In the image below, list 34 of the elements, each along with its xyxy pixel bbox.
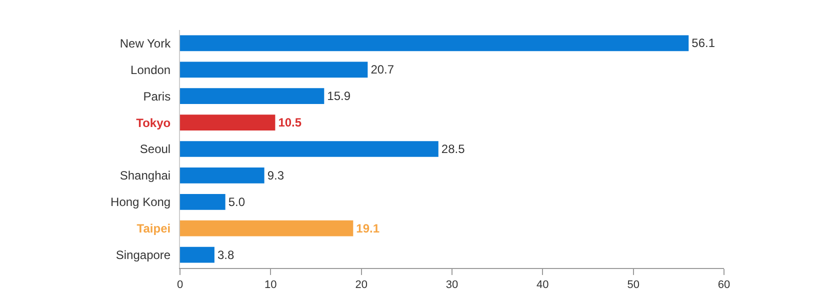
x-tick-label: 50	[627, 279, 640, 292]
bar	[180, 114, 276, 130]
x-tick-label: 20	[355, 279, 368, 292]
bar	[180, 141, 438, 157]
x-tick-label: 40	[536, 279, 549, 292]
data-label: 9.3	[267, 168, 284, 182]
y-tick-label: Hong Kong	[110, 195, 171, 210]
x-tick-label: 30	[446, 279, 458, 292]
x-tick-label: 0	[176, 279, 184, 292]
data-label: 56.1	[692, 36, 716, 50]
bar	[180, 88, 324, 104]
y-tick-label: Taipei	[136, 222, 171, 236]
x-tick-label: 10	[264, 279, 277, 292]
data-label: 5.0	[228, 194, 246, 209]
y-tick-label: Shanghai	[120, 168, 171, 183]
y-tick-label: Tokyo	[136, 116, 171, 130]
bar	[180, 194, 226, 210]
data-label: 20.7	[370, 62, 394, 77]
bar	[180, 168, 264, 184]
bar	[180, 246, 214, 263]
data-label: 28.5	[441, 142, 466, 156]
data-label: 3.8	[217, 248, 234, 262]
y-tick-label: New York	[120, 36, 172, 50]
y-tick-label: Seoul	[140, 142, 171, 156]
y-tick-label: London	[130, 62, 171, 77]
bar	[180, 62, 368, 78]
bar	[180, 220, 354, 236]
bar	[180, 35, 689, 52]
y-tick-label: Paris	[143, 89, 171, 104]
x-tick-label: 60	[718, 279, 730, 292]
y-tick-label: Singapore	[116, 248, 171, 262]
data-label: 19.1	[356, 221, 380, 236]
data-label: 10.5	[278, 116, 302, 130]
data-label: 15.9	[327, 89, 351, 104]
